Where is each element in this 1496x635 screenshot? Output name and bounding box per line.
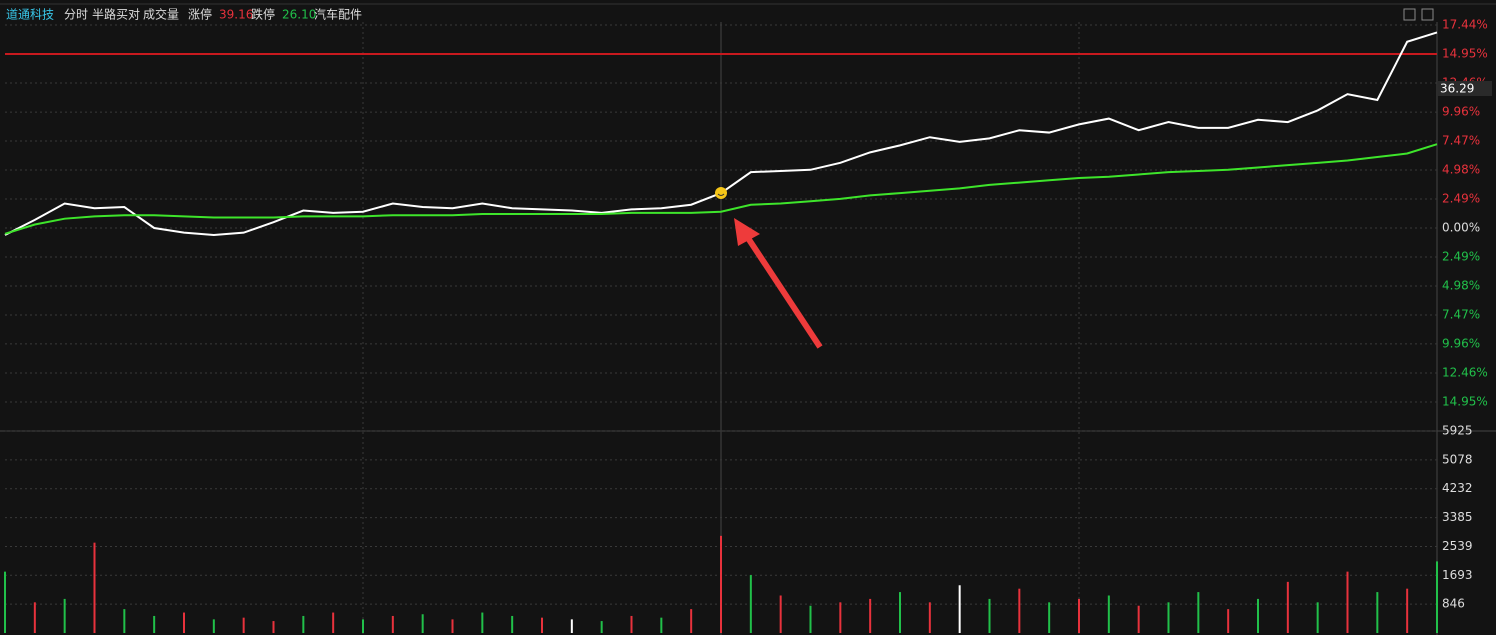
volume-bar [1107, 595, 1110, 633]
series-line [4, 143, 1438, 235]
current-price: 36.29 [1440, 82, 1474, 96]
sector[interactable]: 汽车配件 [314, 7, 362, 22]
arrow-shaft [741, 230, 823, 349]
stock-name[interactable]: 道通科技 [6, 8, 54, 22]
volume-bar [1316, 602, 1319, 633]
volume-bar [630, 615, 633, 633]
y-tick-label: 17.44% [1442, 18, 1488, 32]
volume-bar [123, 609, 126, 633]
volume-bar [1078, 598, 1080, 633]
y-tick-label: 5078 [1442, 452, 1473, 466]
plot: 17.44% 14.95% 12.46% 9.96% 7.47% 4.98% 2.49% 0.… [4, 18, 1492, 633]
y-tick-label: 0.00% [1442, 221, 1480, 235]
volume-bar [928, 602, 931, 633]
volume-bar [1286, 581, 1289, 633]
volume-bar [899, 592, 901, 633]
limit-up: 39.16 [219, 8, 253, 22]
smiley [715, 187, 727, 199]
volume-bar [749, 575, 752, 633]
volume-bar [1167, 602, 1170, 633]
volume-bar [93, 542, 96, 633]
volume-bar [570, 619, 573, 633]
price-box [1438, 81, 1492, 96]
volume-bar [839, 602, 842, 633]
volume-bar [272, 621, 275, 633]
volume-bar [1018, 588, 1021, 633]
volume-bar [481, 612, 484, 633]
y-tick-label: 7.47% [1442, 134, 1480, 148]
y-tick-label: 1693 [1442, 568, 1473, 582]
volume-bar [362, 619, 364, 633]
y-tick-label: 14.95% [1442, 46, 1488, 60]
y-tick-label: 2.49% [1442, 249, 1480, 263]
limit-down-label: 跌停 [251, 7, 275, 22]
volume-bar [242, 617, 245, 633]
y-tick-label: 4232 [1442, 481, 1473, 495]
tab[interactable]: 成交量 [143, 7, 179, 22]
volume-bar [1048, 602, 1051, 633]
volume-bar [391, 615, 394, 633]
volume-bar [1376, 592, 1379, 633]
volume-bar [332, 612, 335, 633]
volume-bar [600, 621, 603, 633]
y-tick-label: 4.98% [1442, 278, 1480, 292]
volume-bar [212, 619, 215, 633]
zoom-button[interactable] [1403, 8, 1416, 21]
volume-bar [183, 612, 185, 633]
y-tick-label: 4.98% [1442, 163, 1480, 177]
close-button[interactable] [1421, 8, 1434, 21]
y-tick-label: 9.96% [1442, 336, 1480, 350]
y-tick-label: 9.96% [1442, 105, 1480, 119]
smiley-face [717, 193, 725, 196]
volume-bar [779, 595, 782, 633]
volume-bar [1406, 588, 1409, 633]
volume-bar [541, 617, 543, 633]
volume-bar [153, 615, 156, 633]
volume-bar [63, 598, 66, 633]
volume-bar [809, 605, 812, 633]
volume-bar [421, 614, 424, 633]
limit-down: 26.10 [282, 8, 316, 22]
y-tick-label: 12.46% [1442, 366, 1488, 380]
y-tick-label: 846 [1442, 597, 1465, 611]
volume-bar [1257, 598, 1259, 633]
y-tick-label: 2.49% [1442, 192, 1480, 206]
volume-bar [660, 617, 663, 633]
limit-up-label: 涨停 [188, 7, 212, 22]
y-tick-label: 5925 [1442, 424, 1473, 438]
volume-bar [451, 619, 454, 633]
volume-bar [1137, 605, 1140, 633]
volume-bar [1197, 592, 1200, 633]
y-tick-label: 7.47% [1442, 307, 1480, 321]
volume-bar [958, 585, 961, 633]
volume-bar [1436, 561, 1438, 633]
volume-bar [302, 615, 305, 633]
arrow-head [734, 218, 760, 246]
volume-bar [1227, 609, 1230, 633]
y-tick-label: 14.95% [1442, 395, 1488, 409]
volume-bar [33, 602, 36, 633]
tab[interactable]: 分时 [64, 8, 88, 22]
volume-bar [1346, 571, 1349, 633]
volume-bar [690, 609, 693, 633]
volume-bar [511, 615, 514, 633]
y-tick-label: 2539 [1442, 539, 1473, 553]
y-tick-label: 3385 [1442, 510, 1473, 524]
volume-bar [869, 598, 872, 633]
tab[interactable]: 半路买对 [92, 7, 140, 22]
volume-bar [720, 535, 722, 633]
volume-bar [4, 571, 6, 633]
volume-bar [988, 598, 991, 633]
